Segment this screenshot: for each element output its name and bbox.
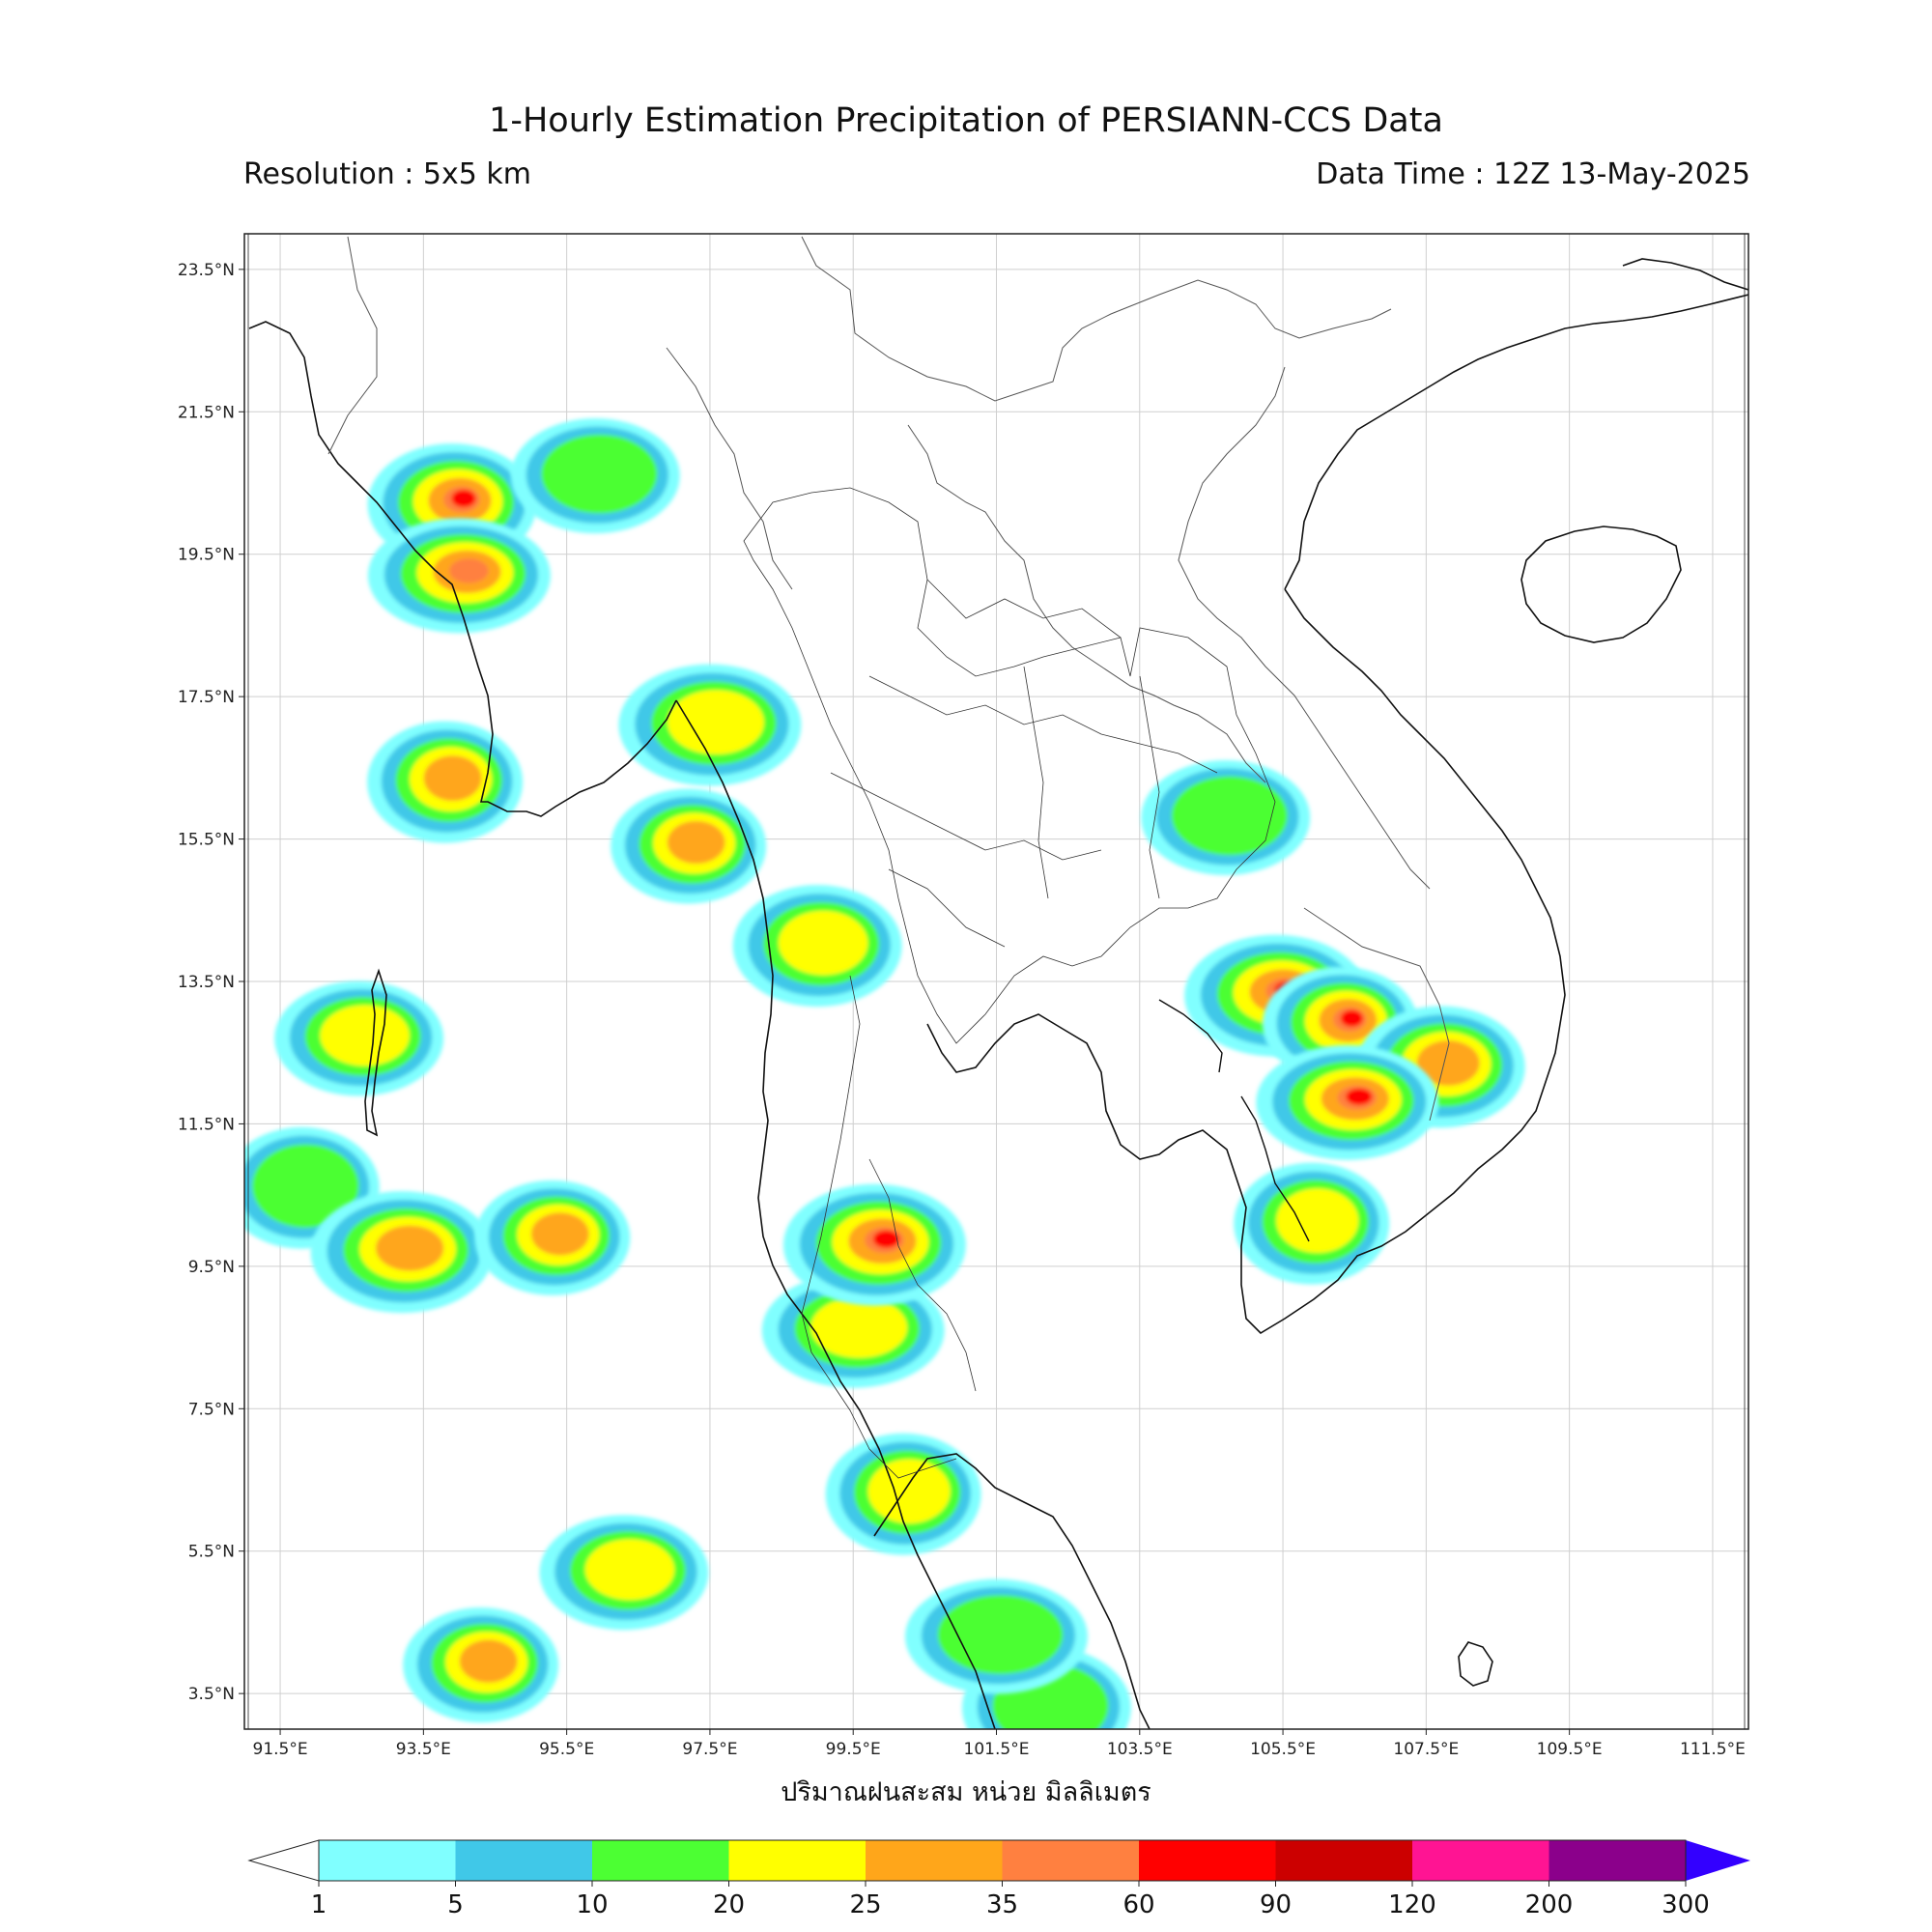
colorbar-bin-3 xyxy=(728,1840,866,1881)
colorbar-bin-0 xyxy=(319,1840,456,1881)
colorbar-over-arrow xyxy=(1686,1840,1750,1881)
rain-cell-10 xyxy=(732,885,902,1008)
xtick-label-10: 111.5°E xyxy=(1680,1740,1746,1759)
colorbar-label-2: 10 xyxy=(576,1890,608,1919)
xtick-label-2: 95.5°E xyxy=(539,1740,594,1759)
colorbar-label-4: 25 xyxy=(849,1890,881,1919)
colorbar-label-6: 60 xyxy=(1122,1890,1154,1919)
ytick-label-3: 17.5°N xyxy=(178,688,235,707)
rain-cell-17 xyxy=(1256,1044,1439,1160)
colorbar-label-7: 90 xyxy=(1260,1890,1292,1919)
rain-level-3 xyxy=(778,910,868,976)
rain-level-3 xyxy=(320,1005,410,1066)
rain-level-3 xyxy=(1276,1188,1359,1253)
rain-cell-13 xyxy=(539,1515,709,1631)
ytick-label-4: 15.5°N xyxy=(178,831,235,850)
country-borders xyxy=(327,236,1450,1122)
colorbar-bin-6 xyxy=(1139,1840,1276,1881)
rain-level-6 xyxy=(872,1230,899,1248)
rain-cell-18 xyxy=(1234,1162,1390,1285)
colorbar-bin-7 xyxy=(1275,1840,1412,1881)
map-title: 1-Hourly Estimation Precipitation of PER… xyxy=(489,101,1443,140)
rain-cell-5 xyxy=(367,518,551,634)
rain-cell-3 xyxy=(474,1179,631,1295)
rain-level-6 xyxy=(1346,1088,1373,1105)
ytick-label-7: 9.5°N xyxy=(188,1258,235,1277)
xtick-label-3: 97.5°E xyxy=(682,1740,737,1759)
colorbar-bin-8 xyxy=(1412,1840,1549,1881)
colorbar-bin-2 xyxy=(592,1840,729,1881)
rain-cell-2 xyxy=(310,1191,494,1314)
colorbar-label-9: 200 xyxy=(1525,1890,1574,1919)
ytick-label-2: 19.5°N xyxy=(178,546,235,565)
rain-level-4 xyxy=(423,755,482,801)
map-xlabel: ปริมาณฝนสะสม หน่วย มิลลิเมตร xyxy=(781,1777,1151,1807)
rain-cell-20 xyxy=(782,1183,966,1306)
xtick-label-0: 91.5°E xyxy=(253,1740,308,1759)
colorbar-bin-5 xyxy=(1002,1840,1139,1881)
colorbar: 1 5 10 20 25 35 60 90 120 200 300 xyxy=(247,1839,1750,1919)
rain-level-4 xyxy=(530,1212,589,1256)
rain-cell-8 xyxy=(618,664,802,786)
rain-level-3 xyxy=(810,1296,908,1358)
coastline-borders xyxy=(248,258,1748,1729)
rain-cell-12 xyxy=(825,1433,981,1555)
ytick-label-0: 23.5°N xyxy=(178,261,235,280)
rain-level-6 xyxy=(1340,1009,1363,1027)
rain-level-2 xyxy=(1171,776,1288,856)
colorbar-bin-1 xyxy=(455,1840,592,1881)
colorbar-bin-9 xyxy=(1548,1840,1686,1881)
xtick-label-4: 99.5°E xyxy=(826,1740,881,1759)
rain-level-2 xyxy=(541,434,658,514)
colorbar-label-0: 1 xyxy=(311,1890,327,1919)
rain-level-4 xyxy=(459,1639,518,1683)
rain-cell-7 xyxy=(510,418,680,534)
colorbar-label-5: 35 xyxy=(986,1890,1018,1919)
rain-cell-6 xyxy=(367,721,524,843)
rain-level-2 xyxy=(252,1144,359,1228)
longitude-ticks: 91.5°E 93.5°E 95.5°E 97.5°E 99.5°E 101.5°E 103… xyxy=(253,1729,1746,1759)
rain-field xyxy=(244,418,1525,1729)
colorbar-under-arrow xyxy=(247,1839,320,1882)
rain-cell-1 xyxy=(274,980,444,1096)
xtick-label-8: 107.5°E xyxy=(1393,1740,1459,1759)
colorbar-bin-4 xyxy=(866,1840,1003,1881)
rain-cell-19 xyxy=(1141,759,1311,875)
colorbar-label-8: 120 xyxy=(1388,1890,1436,1919)
province-boundaries xyxy=(743,487,1276,1479)
rain-level-6 xyxy=(451,490,476,508)
rain-level-3 xyxy=(667,690,764,754)
rain-level-5 xyxy=(449,558,489,583)
xtick-label-1: 93.5°E xyxy=(396,1740,451,1759)
latitude-ticks: 23.5°N 21.5°N 19.5°N 17.5°N 15.5°N 13.5°N 11.5… xyxy=(178,261,244,1704)
rain-cell-11 xyxy=(761,1272,945,1388)
rain-level-4 xyxy=(1416,1040,1480,1086)
rain-cell-23 xyxy=(905,1578,1088,1694)
xtick-label-7: 105.5°E xyxy=(1250,1740,1316,1759)
rain-level-3 xyxy=(584,1539,675,1601)
colorbar-label-10: 300 xyxy=(1662,1890,1710,1919)
xtick-label-6: 103.5°E xyxy=(1107,1740,1173,1759)
ytick-label-9: 5.5°N xyxy=(188,1543,235,1562)
rain-level-2 xyxy=(937,1595,1064,1674)
rain-level-4 xyxy=(667,820,725,865)
rain-level-4 xyxy=(376,1225,444,1271)
ytick-label-1: 21.5°N xyxy=(178,403,235,422)
ytick-label-6: 11.5°N xyxy=(178,1115,235,1134)
data-time-label: Data Time : 12Z 13-May-2025 xyxy=(1316,157,1750,191)
rain-cell-9 xyxy=(611,788,767,904)
colorbar-label-3: 20 xyxy=(713,1890,745,1919)
rain-cell-21 xyxy=(403,1607,559,1723)
ytick-label-10: 3.5°N xyxy=(188,1685,235,1704)
resolution-label: Resolution : 5x5 km xyxy=(243,157,531,191)
xtick-label-9: 109.5°E xyxy=(1537,1740,1603,1759)
ytick-label-8: 7.5°N xyxy=(188,1400,235,1419)
ytick-label-5: 13.5°N xyxy=(178,973,235,992)
xtick-label-5: 101.5°E xyxy=(964,1740,1030,1759)
rain-level-3 xyxy=(867,1459,951,1524)
colorbar-label-1: 5 xyxy=(447,1890,464,1919)
